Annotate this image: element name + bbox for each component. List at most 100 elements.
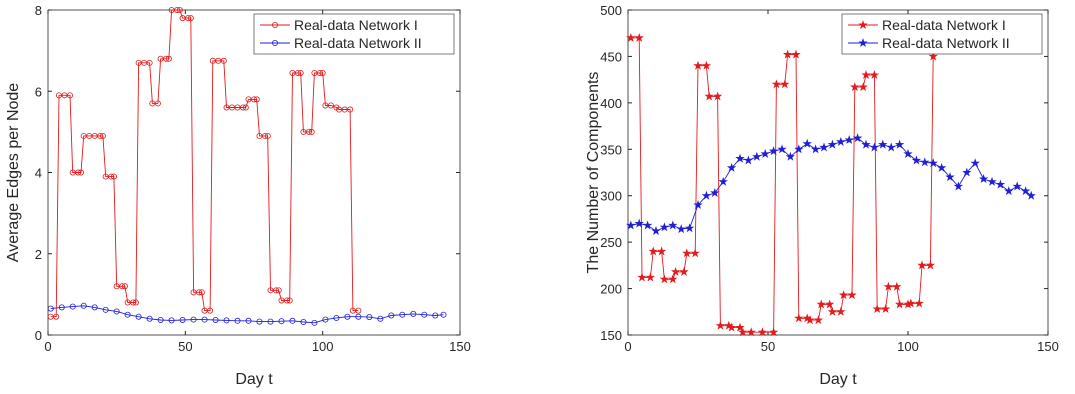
x-tick-label: 0 [624, 339, 631, 354]
marker [768, 327, 779, 337]
marker [634, 218, 644, 228]
legend-marker [271, 21, 278, 28]
marker [682, 248, 692, 258]
x-tick-label: 100 [312, 339, 334, 354]
marker [987, 176, 997, 186]
marker [715, 320, 726, 330]
marker [962, 167, 972, 177]
marker [978, 174, 989, 183]
legend [253, 13, 455, 55]
marker [196, 289, 203, 296]
marker [791, 49, 801, 59]
marker [179, 316, 186, 323]
marker [1026, 190, 1036, 200]
marker [163, 55, 170, 62]
marker [642, 220, 653, 230]
marker [80, 302, 87, 309]
marker [634, 32, 644, 42]
marker [746, 327, 756, 337]
marker [911, 155, 922, 165]
marker [838, 290, 849, 300]
marker [185, 15, 192, 22]
marker [333, 314, 340, 321]
marker [1020, 186, 1031, 196]
marker [659, 274, 670, 284]
marker [805, 315, 815, 325]
marker [201, 316, 208, 323]
marker [861, 139, 871, 149]
y-tick-label: 300 [600, 189, 622, 204]
y-tick-label: 6 [35, 84, 42, 99]
marker [894, 299, 905, 309]
x-tick-label: 0 [44, 339, 51, 354]
marker [780, 79, 790, 89]
marker [651, 226, 661, 235]
marker [264, 132, 271, 139]
marker [760, 148, 770, 158]
marker [637, 272, 647, 282]
marker [813, 315, 824, 325]
marker [726, 322, 737, 332]
marker [421, 311, 428, 318]
marker [704, 91, 714, 101]
marker [308, 128, 315, 135]
y-tick-label: 0 [35, 328, 42, 343]
marker [920, 157, 930, 167]
marker [836, 306, 846, 316]
marker [272, 287, 279, 294]
legend-label: Real-data Network II [294, 35, 422, 51]
marker [377, 315, 384, 322]
marker [132, 299, 139, 306]
marker [886, 142, 896, 152]
marker [894, 139, 905, 149]
marker [768, 146, 779, 156]
legend-label: Real-data Network I [294, 17, 418, 33]
marker [824, 299, 835, 309]
marker [410, 310, 417, 317]
marker [970, 158, 980, 168]
marker [253, 96, 260, 103]
x-tick-label: 150 [449, 339, 471, 354]
marker [66, 92, 73, 99]
marker [869, 142, 880, 152]
marker [165, 55, 172, 62]
marker [91, 304, 98, 311]
x-tick-label: 150 [1037, 339, 1059, 354]
marker [810, 144, 821, 154]
marker [906, 298, 916, 308]
marker [827, 306, 838, 316]
marker [256, 318, 263, 325]
marker [77, 169, 84, 176]
marker [300, 318, 307, 325]
line [50, 9, 359, 318]
marker [878, 139, 888, 149]
marker [679, 266, 689, 276]
marker [785, 151, 796, 161]
marker [752, 151, 762, 161]
marker [198, 289, 205, 296]
marker [366, 314, 373, 321]
marker [108, 173, 115, 180]
marker [869, 70, 880, 79]
marker [645, 272, 656, 282]
marker [347, 106, 354, 113]
marker [712, 91, 723, 101]
y-tick-label: 150 [600, 328, 622, 343]
marker [319, 69, 326, 76]
marker [69, 303, 76, 310]
marker [53, 313, 60, 320]
marker [777, 144, 787, 154]
marker [157, 316, 164, 323]
legend-marker [271, 40, 278, 47]
marker [119, 283, 126, 290]
marker [113, 308, 120, 315]
line [50, 305, 444, 324]
y-axis-label: The Number of Components [585, 72, 602, 274]
marker [928, 158, 938, 168]
y-axis-label: Average Edges per Node [5, 83, 22, 262]
marker [852, 133, 863, 143]
marker [928, 51, 938, 61]
marker [735, 153, 745, 163]
marker [432, 312, 439, 319]
